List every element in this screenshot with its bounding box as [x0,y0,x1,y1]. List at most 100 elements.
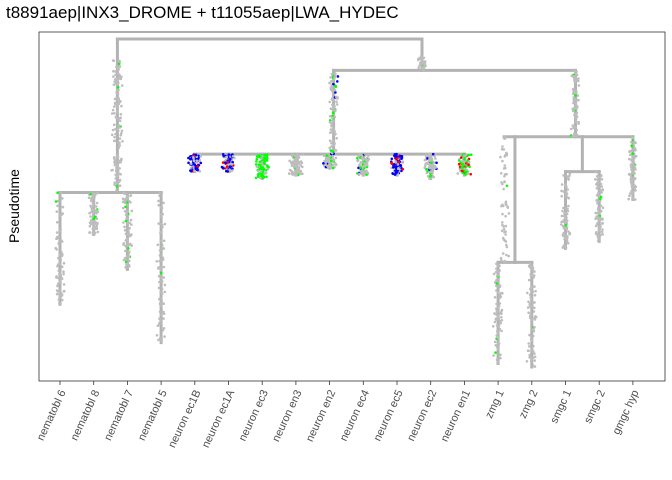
cell-point [575,128,578,132]
cell-point [502,148,506,151]
cell-point [158,297,161,301]
cell-point [111,108,115,112]
cell-point [397,160,400,164]
cell-point [199,155,202,158]
cell-point [532,310,536,313]
cell-point [504,233,507,236]
cell-point [630,178,634,182]
cell-point [533,355,537,359]
cell-point [600,185,604,188]
cell-point [491,325,495,328]
cell-point [94,205,98,208]
cell-point [296,153,299,157]
x-tick-label: neuron ec5 [372,388,406,443]
cell-point [116,67,120,70]
cell-point [504,214,507,218]
cell-point [258,155,262,159]
cell-point [159,271,163,275]
cell-point [162,239,166,243]
cell-point [161,226,164,229]
cell-point [494,351,497,354]
cell-point [224,161,227,164]
cell-point [628,157,631,161]
cell-point [431,165,434,169]
cell-point [195,159,199,162]
cell-point [114,70,117,73]
cell-point [633,184,636,187]
cell-point [505,184,509,188]
cell-point [527,278,531,282]
cell-point [115,65,118,68]
cell-point [600,178,604,181]
cell-point [495,284,498,288]
cell-point [93,215,97,219]
cell-point [88,231,92,234]
cell-point [492,354,495,357]
cell-point [330,145,333,148]
cell-point [130,233,133,236]
cell-point [596,221,600,225]
cell-point [429,153,433,156]
cell-point [161,247,165,250]
cell-point [633,178,636,181]
cell-point [424,153,428,157]
cell-point [396,163,400,166]
cell-point [634,189,637,192]
cell-point [117,117,121,120]
cell-point [501,212,504,216]
cell-point [229,157,232,161]
cell-point [264,169,268,172]
cell-point [255,165,259,169]
cell-point [632,156,636,160]
cell-point [599,195,603,199]
cell-point [356,159,359,163]
cell-point [569,127,573,131]
cell-point [88,221,92,224]
cell-point [332,144,336,147]
cell-point [333,105,336,108]
cell-point [429,175,432,178]
cell-point [257,169,260,173]
cell-point [56,204,59,208]
cell-point [297,173,300,177]
cell-point [198,170,202,173]
cell-point [498,327,502,331]
cell-point [562,174,565,177]
cell-point [492,272,496,276]
cell-point [160,206,164,210]
cell-point [433,164,437,168]
cell-point [57,276,60,280]
cell-point [575,73,579,77]
cell-point [113,135,116,139]
cell-point [599,204,603,208]
cell-point [92,192,95,195]
cell-point [124,265,127,269]
cell-point [118,119,122,123]
cell-point [301,165,304,169]
cell-point [94,222,98,225]
cell-point [501,252,505,255]
cell-point [324,163,328,166]
cell-point [330,122,333,125]
cell-point [328,115,332,118]
cell-point [561,209,564,213]
cell-point [293,173,297,176]
cell-point [259,165,263,169]
cell-point [419,57,422,60]
cell-point [394,165,398,168]
cell-point [265,159,269,162]
cell-point [467,153,471,157]
cell-point [457,162,461,166]
cell-point [266,164,269,167]
cell-point [196,165,199,168]
cell-point [111,128,115,132]
cell-point [577,84,581,87]
cell-point [496,316,499,320]
cell-point [157,286,161,290]
cell-point [572,96,575,99]
x-tick-label: neuron ec3 [237,388,271,443]
cell-point [330,124,333,128]
cell-point [301,153,304,156]
cell-point [634,154,638,158]
cell-point [496,348,500,351]
